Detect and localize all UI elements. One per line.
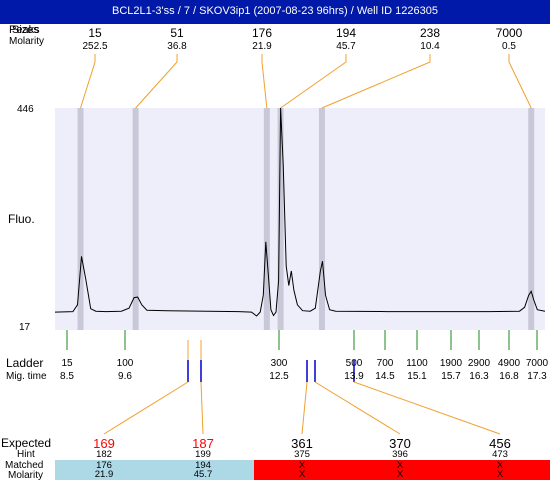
- peak-band-4: [277, 108, 284, 330]
- molarity-label: Molarity: [9, 36, 45, 47]
- peak-band-5: [318, 108, 325, 330]
- chart-title: BCL2L1-3'ss / 7 / SKOV3ip1 (2007-08-23 9…: [112, 5, 438, 17]
- expected-value-2: 187: [192, 436, 214, 451]
- ladder-time-6: 15.1: [407, 371, 427, 382]
- y-axis-min-label: 17: [19, 322, 31, 333]
- ladder-size-5: 700: [376, 358, 394, 369]
- hint-label: Hint: [17, 449, 35, 460]
- ladder-size-9: 4900: [497, 358, 521, 369]
- peak-connector-2: [135, 54, 178, 109]
- ladder-size-7: 1900: [439, 358, 463, 369]
- ladder-size-6: 1100: [406, 358, 428, 369]
- peak-band-6: [528, 108, 535, 330]
- matched-value-3: X: [298, 460, 306, 471]
- peak-molarity-4: 45.7: [336, 41, 356, 52]
- expected-connector-1: [103, 381, 189, 435]
- expected-connector-4: [314, 381, 401, 435]
- peaks-label: Peaks: [9, 24, 40, 36]
- peak-band-1: [77, 108, 84, 330]
- ladder-time-1: 8.5: [60, 371, 74, 382]
- ladder-time-2: 9.6: [118, 371, 132, 382]
- sizes-label: Sizes: [12, 24, 39, 36]
- matched-molarity-4: X: [396, 469, 404, 480]
- ladder-time-10: 17.3: [527, 371, 547, 382]
- ladder-size-4: 500: [345, 358, 363, 369]
- peak-connector-5: [321, 54, 431, 109]
- peak-connector-1: [80, 54, 96, 109]
- title-bar: BCL2L1-3'ss / 7 / SKOV3ip1 (2007-08-23 9…: [0, 0, 550, 24]
- y-axis-title: Fluo.: [8, 212, 35, 226]
- ladder-size-2: 100: [116, 358, 134, 369]
- expected-value-1: 169: [93, 436, 115, 451]
- plot-area: [55, 108, 545, 330]
- ladder-time-5: 14.5: [375, 371, 395, 382]
- hint-value-4: 396: [392, 449, 408, 460]
- matched-molarity-3: X: [298, 469, 306, 480]
- hint-value-5: 473: [492, 449, 508, 460]
- expected-connector-3: [301, 381, 308, 435]
- matched-label: Matched: [5, 460, 44, 471]
- expected-value-5: 456: [489, 436, 511, 451]
- expected-label: Expected: [1, 436, 52, 450]
- expected-molarity-label: Molarity: [8, 470, 44, 481]
- peak-band-3: [263, 108, 270, 330]
- hint-value-3: 375: [294, 449, 310, 460]
- peak-size-5: 238: [419, 26, 441, 40]
- unmatched-band: [254, 460, 550, 480]
- peak-molarity-2: 36.8: [167, 41, 187, 52]
- migration-time-label: Mig. time: [6, 371, 47, 382]
- peak-size-2: 51: [170, 26, 184, 40]
- hint-value-2: 199: [195, 449, 211, 460]
- matched-molarity-5: X: [496, 469, 504, 480]
- peak-molarity-5: 10.4: [420, 41, 440, 52]
- matched-band: [55, 460, 254, 480]
- peak-size-1: 15: [88, 26, 102, 40]
- ladder-label: Ladder: [6, 356, 44, 370]
- expected-value-3: 361: [291, 436, 313, 451]
- ladder-time-3: 12.5: [269, 371, 289, 382]
- matched-value-4: X: [396, 460, 404, 471]
- matched-value-5: X: [496, 460, 504, 471]
- peak-band-2: [132, 108, 139, 330]
- matched-value-2: 194: [195, 460, 211, 471]
- ladder-size-8: 2900: [467, 358, 491, 369]
- peak-molarity-3: 21.9: [252, 41, 272, 52]
- hint-value-1: 182: [96, 449, 112, 460]
- ladder-size-10: 7000: [525, 358, 549, 369]
- matched-molarity-1: 21.9: [94, 469, 114, 480]
- matched-value-1: 176: [96, 460, 112, 471]
- ladder-time-9: 16.8: [499, 371, 519, 382]
- ladder-time-8: 16.3: [469, 371, 489, 382]
- matched-molarity-2: 45.7: [193, 469, 213, 480]
- expected-connector-2: [200, 381, 204, 435]
- peak-molarity-6: 0.5: [502, 41, 516, 52]
- peak-connector-6: [508, 54, 532, 109]
- expected-value-4: 370: [389, 436, 411, 451]
- fluorescence-trace: [54, 107, 546, 317]
- ladder-size-1: 15: [61, 358, 73, 369]
- peak-connector-4: [280, 54, 347, 109]
- ladder-time-4: 13.9: [344, 371, 364, 382]
- peak-size-6: 7000: [495, 26, 523, 40]
- peak-size-3: 176: [251, 26, 273, 40]
- expected-connector-5: [353, 381, 501, 435]
- y-axis-max-label: 446: [17, 104, 34, 115]
- peak-molarity-1: 252.5: [82, 41, 108, 52]
- peak-connector-3: [261, 54, 268, 109]
- ladder-time-7: 15.7: [441, 371, 461, 382]
- ladder-size-3: 300: [270, 358, 288, 369]
- peak-size-4: 194: [335, 26, 357, 40]
